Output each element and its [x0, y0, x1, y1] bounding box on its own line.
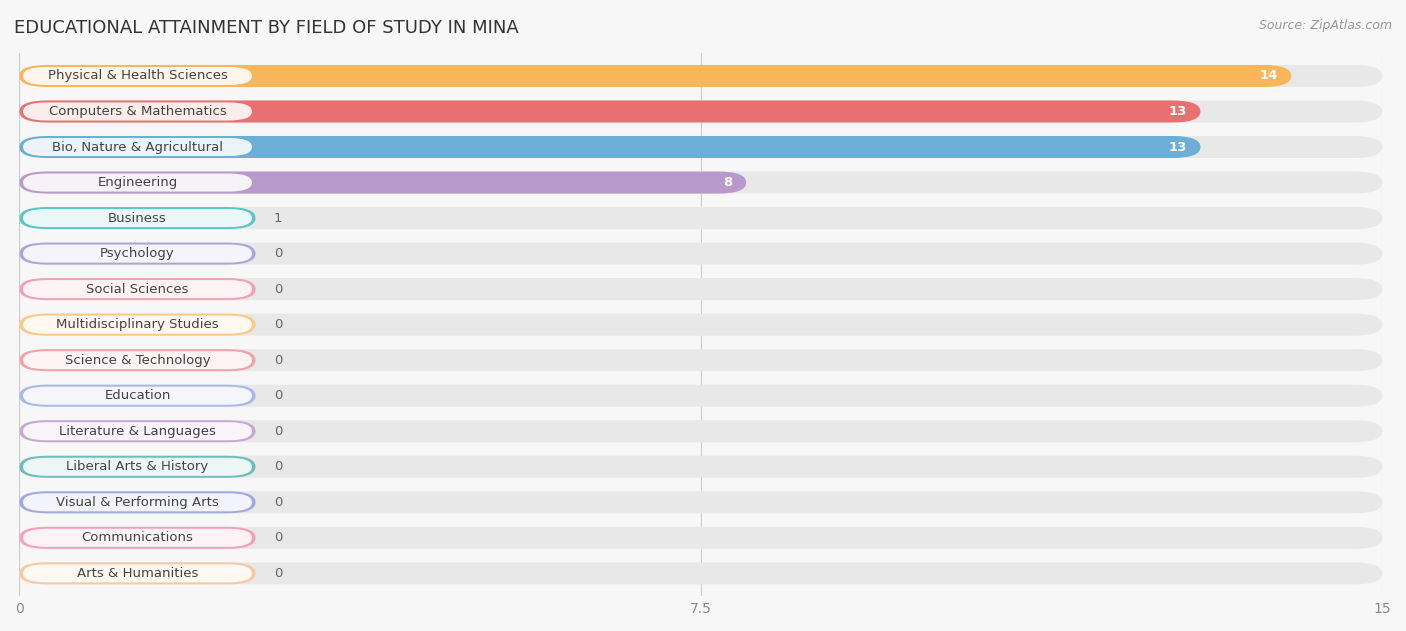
- Text: Business: Business: [108, 211, 167, 225]
- FancyBboxPatch shape: [20, 278, 1382, 300]
- FancyBboxPatch shape: [20, 562, 1382, 584]
- FancyBboxPatch shape: [20, 314, 1382, 336]
- Text: 0: 0: [274, 318, 283, 331]
- FancyBboxPatch shape: [20, 492, 1382, 513]
- FancyBboxPatch shape: [20, 492, 256, 513]
- FancyBboxPatch shape: [22, 457, 252, 476]
- FancyBboxPatch shape: [22, 351, 252, 369]
- Text: Bio, Nature & Agricultural: Bio, Nature & Agricultural: [52, 141, 224, 153]
- FancyBboxPatch shape: [20, 242, 1382, 264]
- FancyBboxPatch shape: [20, 136, 1201, 158]
- FancyBboxPatch shape: [20, 527, 256, 549]
- FancyBboxPatch shape: [22, 174, 252, 192]
- FancyBboxPatch shape: [20, 65, 1291, 87]
- FancyBboxPatch shape: [20, 314, 256, 336]
- FancyBboxPatch shape: [20, 65, 1382, 87]
- FancyBboxPatch shape: [20, 420, 256, 442]
- FancyBboxPatch shape: [20, 385, 1382, 407]
- FancyBboxPatch shape: [20, 456, 256, 478]
- FancyBboxPatch shape: [22, 245, 252, 262]
- FancyBboxPatch shape: [22, 209, 252, 227]
- FancyBboxPatch shape: [20, 456, 1382, 478]
- Text: Psychology: Psychology: [100, 247, 174, 260]
- FancyBboxPatch shape: [20, 349, 1382, 371]
- Text: 0: 0: [274, 354, 283, 367]
- FancyBboxPatch shape: [20, 207, 1382, 229]
- FancyBboxPatch shape: [20, 420, 1382, 442]
- FancyBboxPatch shape: [20, 172, 1382, 194]
- FancyBboxPatch shape: [20, 562, 256, 584]
- Text: 13: 13: [1168, 141, 1187, 153]
- FancyBboxPatch shape: [22, 493, 252, 511]
- FancyBboxPatch shape: [20, 242, 256, 264]
- Text: Source: ZipAtlas.com: Source: ZipAtlas.com: [1258, 19, 1392, 32]
- FancyBboxPatch shape: [20, 349, 256, 371]
- Text: 0: 0: [274, 247, 283, 260]
- Text: 14: 14: [1260, 69, 1278, 83]
- FancyBboxPatch shape: [20, 278, 256, 300]
- Text: Arts & Humanities: Arts & Humanities: [77, 567, 198, 580]
- Text: Physical & Health Sciences: Physical & Health Sciences: [48, 69, 228, 83]
- Text: 1: 1: [274, 211, 283, 225]
- FancyBboxPatch shape: [20, 527, 1382, 549]
- FancyBboxPatch shape: [22, 387, 252, 404]
- FancyBboxPatch shape: [20, 136, 1382, 158]
- FancyBboxPatch shape: [22, 102, 252, 121]
- Text: 0: 0: [274, 425, 283, 438]
- Text: 0: 0: [274, 567, 283, 580]
- Text: 0: 0: [274, 531, 283, 545]
- FancyBboxPatch shape: [22, 138, 252, 156]
- Text: Visual & Performing Arts: Visual & Performing Arts: [56, 496, 219, 509]
- FancyBboxPatch shape: [20, 207, 256, 229]
- Text: 0: 0: [274, 389, 283, 402]
- FancyBboxPatch shape: [22, 422, 252, 440]
- Text: Liberal Arts & History: Liberal Arts & History: [66, 460, 208, 473]
- FancyBboxPatch shape: [20, 385, 256, 407]
- Text: Engineering: Engineering: [97, 176, 177, 189]
- FancyBboxPatch shape: [20, 100, 1201, 122]
- FancyBboxPatch shape: [22, 67, 252, 85]
- FancyBboxPatch shape: [20, 172, 747, 194]
- Text: Science & Technology: Science & Technology: [65, 354, 211, 367]
- Text: 0: 0: [274, 460, 283, 473]
- Text: Computers & Mathematics: Computers & Mathematics: [49, 105, 226, 118]
- FancyBboxPatch shape: [22, 529, 252, 547]
- Text: EDUCATIONAL ATTAINMENT BY FIELD OF STUDY IN MINA: EDUCATIONAL ATTAINMENT BY FIELD OF STUDY…: [14, 19, 519, 37]
- FancyBboxPatch shape: [20, 100, 1382, 122]
- Text: 0: 0: [274, 283, 283, 296]
- Text: 8: 8: [723, 176, 733, 189]
- Text: Education: Education: [104, 389, 170, 402]
- FancyBboxPatch shape: [22, 280, 252, 298]
- FancyBboxPatch shape: [22, 564, 252, 582]
- Text: Communications: Communications: [82, 531, 194, 545]
- Text: Literature & Languages: Literature & Languages: [59, 425, 217, 438]
- FancyBboxPatch shape: [22, 316, 252, 334]
- Text: 0: 0: [274, 496, 283, 509]
- Text: 13: 13: [1168, 105, 1187, 118]
- Text: Multidisciplinary Studies: Multidisciplinary Studies: [56, 318, 219, 331]
- Text: Social Sciences: Social Sciences: [86, 283, 188, 296]
